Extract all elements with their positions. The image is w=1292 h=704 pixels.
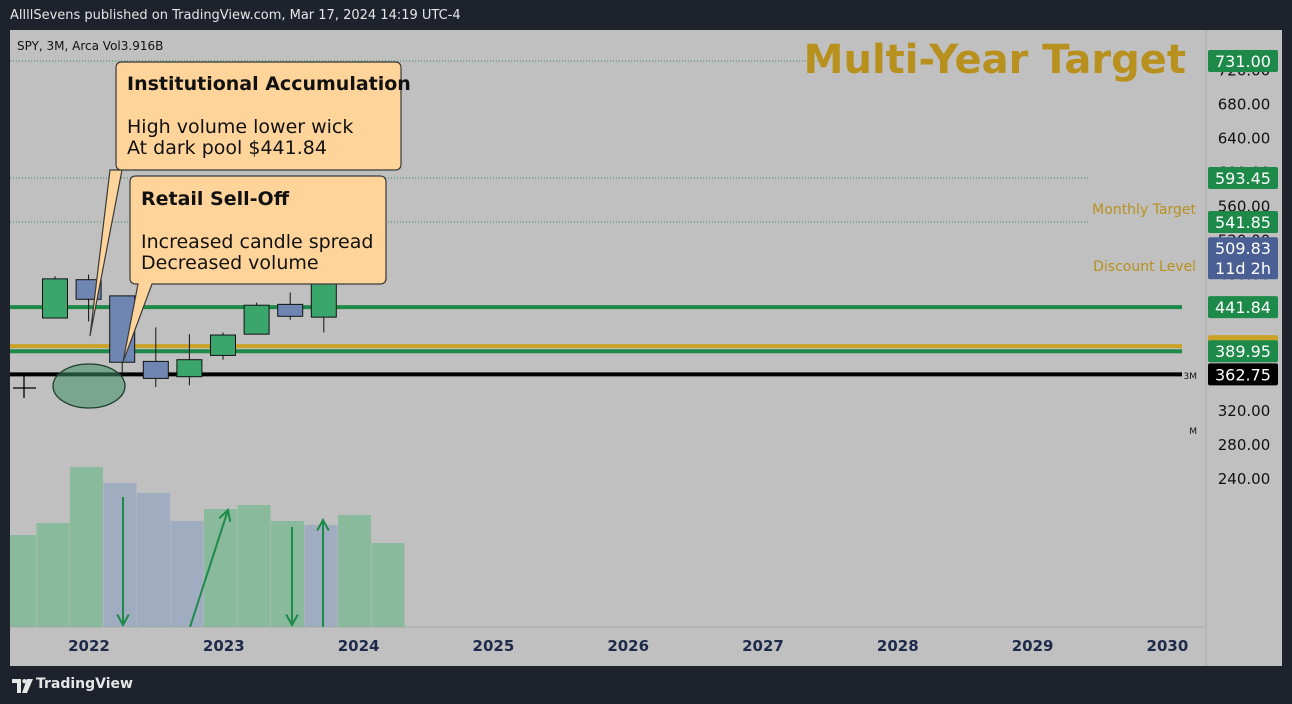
volume-arrows [116,497,330,628]
chart-title: Multi-Year Target [804,37,1186,83]
price-tag [1208,167,1278,190]
price-tag-label: 593.45 [1215,169,1271,188]
crosshair-mark [13,376,36,398]
x-tick-label: 2026 [607,637,649,655]
arrow-down-2022-head [116,613,130,628]
callout-selloff[interactable]: Retail Sell-Off Increased candle spread … [122,175,387,363]
candle-body [243,304,270,335]
volume-bar [3,535,36,627]
footer-bar: TradingView [0,666,1292,704]
volume-bar [170,521,204,627]
current-price-countdown: 11d 2h [1215,259,1271,278]
volume-bar [338,515,371,627]
volume-layer [3,467,405,627]
price-tags: 731.00593.45541.85441.84395.88389.95362.… [1208,50,1278,386]
x-tick-label: 2022 [68,637,110,655]
publisher-text: AllllSevens published on TradingView.com… [10,8,461,23]
chart-svg[interactable]: Institutional Accumulation High volume l… [3,30,1282,666]
y-tick-label: 640.00 [1218,129,1271,147]
price-tag-label: 389.95 [1215,342,1271,361]
x-tick-label: 2027 [742,637,784,655]
callout-accumulation-title: Institutional Accumulation [127,73,411,95]
level-tag-m: M [1189,427,1197,437]
volume-bar [70,467,103,627]
x-tick-label: 2024 [338,637,380,655]
price-tag-label: 362.75 [1215,365,1271,384]
x-tick-label: 2025 [473,637,515,655]
arrow-down-2023-head [285,613,299,628]
callout-accumulation-line-2: At dark pool $441.84 [127,137,327,159]
price-tag [1208,210,1278,233]
y-tick-label: 320.00 [1218,402,1271,420]
symbol-legend[interactable]: SPY, 3M, Arca Vol3.916B [17,39,163,53]
candle-body [142,360,169,379]
level-lines [10,60,1182,377]
wick-highlight-ellipse [52,363,126,409]
x-tick-labels: 2022 2023 2024 2025 2026 2027 2028 2029 2030 [68,637,1188,655]
callout-accumulation-line-1: High volume lower wick [127,116,353,138]
volume-bar [36,523,70,627]
x-tick-label: 2029 [1012,637,1054,655]
volume-bar [271,521,304,627]
footer-brand[interactable]: TradingView [36,676,133,692]
arrow-up-2023-head [218,508,232,522]
current-price-tag [1208,237,1278,280]
tradingview-logo-icon[interactable] [12,679,34,693]
candle-body [42,278,68,319]
candle-body [277,303,304,317]
volume-bar [137,493,170,627]
level-tag-3m: 3M [1184,372,1198,382]
candle-body [310,278,337,318]
price-tag [1208,363,1278,386]
callout-accumulation[interactable]: Institutional Accumulation High volume l… [89,61,411,337]
price-tag-label: 441.84 [1215,298,1271,317]
volume-bar [237,505,271,627]
price-tag-label: 731.00 [1215,52,1271,71]
callout-selloff-line-2: Decreased volume [141,252,319,274]
publisher-bar: AllllSevens published on TradingView.com… [0,0,1292,30]
level-tag-discount-level: Discount Level [1093,259,1196,275]
callout-selloff-line-1: Increased candle spread [141,231,373,253]
current-price-label: 509.83 [1215,239,1271,258]
volume-bar [371,543,405,627]
x-tick-label: 2028 [877,637,919,655]
candle-body [176,359,203,378]
volume-bar [103,483,137,627]
volume-bar [304,525,338,627]
level-tag-monthly-target: Monthly Target [1092,202,1196,218]
y-tick-label: 240.00 [1218,470,1271,488]
x-tick-label: 2030 [1147,637,1189,655]
x-tick-label: 2023 [203,637,245,655]
price-tag-label: 541.85 [1215,213,1271,232]
y-tick-label: 680.00 [1218,95,1271,113]
price-tag [1208,296,1278,319]
arrow-up-2024-head [316,517,330,532]
candle-body [210,334,236,356]
callout-selloff-title: Retail Sell-Off [141,188,290,210]
arrow-up-2023 [189,509,229,628]
price-tag [1208,50,1278,72]
chart-frame[interactable]: Institutional Accumulation High volume l… [3,30,1282,666]
price-tag [1208,340,1278,363]
y-tick-label: 280.00 [1218,436,1271,454]
